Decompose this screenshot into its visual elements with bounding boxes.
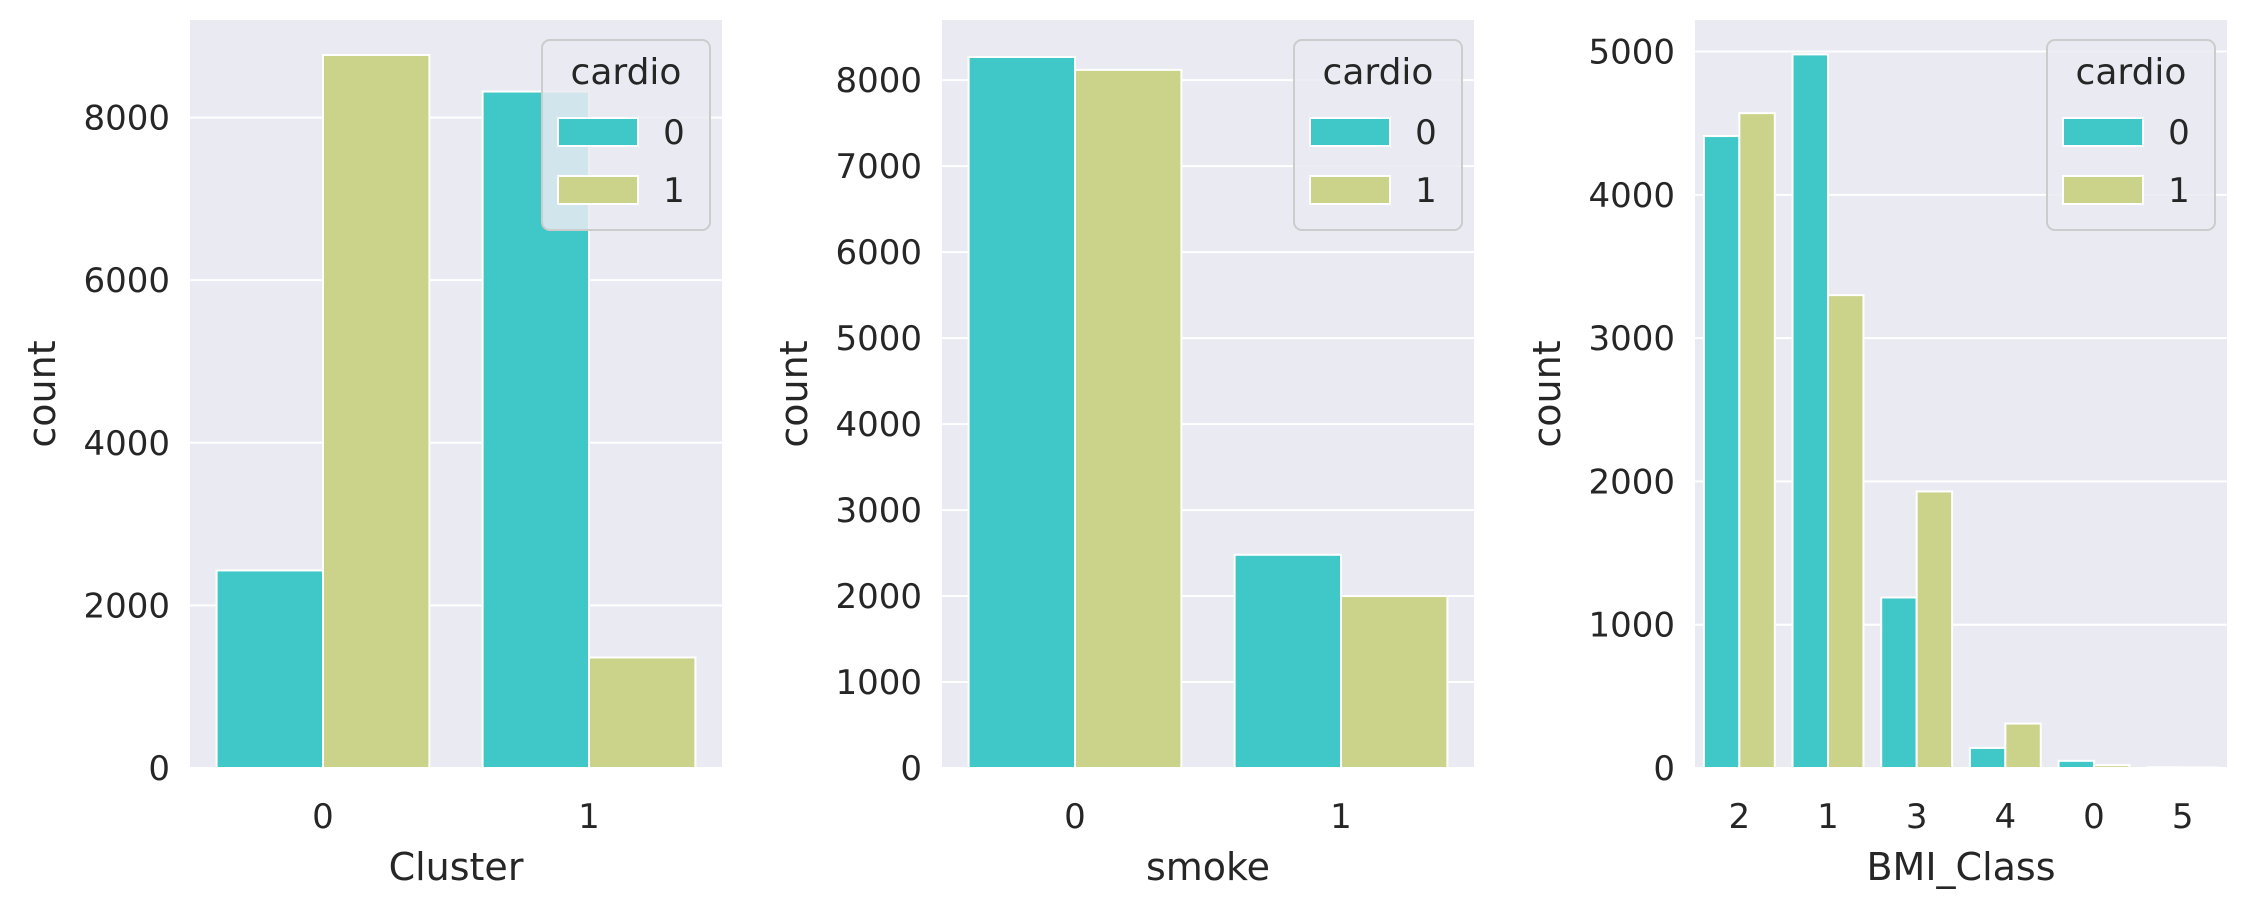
x-tick-label: 1 xyxy=(578,797,600,837)
y-tick-label: 2000 xyxy=(1588,462,1675,502)
y-tick-label: 0 xyxy=(900,749,922,789)
y-tick-label: 1000 xyxy=(1588,606,1675,646)
bar-1-series-1 xyxy=(588,656,697,769)
legend-swatch-0 xyxy=(1309,117,1391,147)
bar-3-series-0 xyxy=(1880,596,1918,770)
x-tick-label: 2 xyxy=(1729,797,1751,837)
legend-swatch-1 xyxy=(2062,175,2144,205)
legend: cardio 0 1 xyxy=(541,39,711,231)
y-tick-label: 5000 xyxy=(1588,33,1675,73)
legend-entry-label: 0 xyxy=(1415,113,1437,153)
chart-panel-1: 0 1000 2000 3000 4000 5000 6000 7000 8000 0 1 smoke… xyxy=(772,20,1474,889)
y-axis-label: count xyxy=(20,340,64,447)
y-tick-label: 8000 xyxy=(835,61,922,101)
bar-2-series-1 xyxy=(1738,112,1776,769)
y-tick-label: 5000 xyxy=(835,319,922,359)
y-tick-label: 2000 xyxy=(83,586,170,626)
x-axis-label: BMI_Class xyxy=(1866,845,2055,889)
x-tick-label: 1 xyxy=(1817,797,1839,837)
legend-swatch-1 xyxy=(1309,175,1391,205)
bar-2-series-0 xyxy=(1702,135,1741,769)
y-tick-label: 6000 xyxy=(835,233,922,273)
x-tick-label: 4 xyxy=(1995,797,2017,837)
chart-panel-2: 0 1000 2000 3000 4000 5000 2 1 3 4 0 5 BMI_Class coun… xyxy=(1525,20,2227,889)
legend-title: cardio xyxy=(1323,52,1434,93)
x-tick-label: 5 xyxy=(2172,797,2194,837)
legend-swatch-1 xyxy=(557,175,639,205)
y-tick-label: 6000 xyxy=(83,261,170,301)
bar-1-series-0 xyxy=(1233,553,1342,770)
y-tick-label: 7000 xyxy=(835,147,922,187)
y-tick-label: 1000 xyxy=(835,663,922,703)
y-tick-label: 4000 xyxy=(83,424,170,464)
legend-entry-label: 0 xyxy=(2168,113,2190,153)
x-axis-label: Cluster xyxy=(389,845,524,889)
bar-4-series-0 xyxy=(1968,746,2007,770)
y-tick-label: 3000 xyxy=(835,491,922,531)
x-tick-label: 0 xyxy=(2083,797,2105,837)
bar-0-series-0 xyxy=(215,569,325,769)
bar-5-series-0 xyxy=(2146,766,2184,769)
x-tick-label: 0 xyxy=(1064,797,1086,837)
bar-3-series-1 xyxy=(1915,490,1954,769)
bar-0-series-0 xyxy=(967,55,1076,770)
bar-1-series-1 xyxy=(1340,595,1449,769)
bar-0-series-1 xyxy=(322,53,431,769)
x-tick-label: 0 xyxy=(312,797,334,837)
y-tick-label: 4000 xyxy=(1588,176,1675,216)
bar-4-series-1 xyxy=(2004,722,2042,770)
legend: cardio 0 1 xyxy=(2046,39,2216,231)
x-tick-label: 3 xyxy=(1906,797,1928,837)
legend-swatch-0 xyxy=(557,117,639,147)
legend-title: cardio xyxy=(2076,52,2187,93)
bar-1-series-1 xyxy=(1827,294,1865,769)
x-axis-label: smoke xyxy=(1146,845,1270,889)
y-tick-label: 2000 xyxy=(835,577,922,617)
y-axis-label: count xyxy=(772,340,816,447)
y-tick-label: 3000 xyxy=(1588,319,1675,359)
legend-entry-label: 1 xyxy=(1415,171,1437,211)
bar-0-series-1 xyxy=(2093,764,2131,769)
chart-panel-0: 0 2000 4000 6000 8000 0 1 Cluster count cardio 0 1 xyxy=(20,20,722,889)
bar-0-series-0 xyxy=(2057,759,2096,770)
legend-title: cardio xyxy=(571,52,682,93)
y-tick-label: 4000 xyxy=(835,405,922,445)
legend: cardio 0 1 xyxy=(1293,39,1463,231)
legend-entry-label: 1 xyxy=(663,171,685,211)
legend-entry-label: 1 xyxy=(2168,171,2190,211)
bar-0-series-1 xyxy=(1074,68,1183,770)
bar-1-series-0 xyxy=(1791,53,1829,769)
y-axis-label: count xyxy=(1525,340,1569,447)
legend-entry-label: 0 xyxy=(663,113,685,153)
legend-swatch-0 xyxy=(2062,117,2144,147)
y-tick-label: 0 xyxy=(148,749,170,789)
y-tick-label: 0 xyxy=(1653,749,1675,789)
y-tick-label: 8000 xyxy=(83,99,170,139)
x-tick-label: 1 xyxy=(1330,797,1352,837)
